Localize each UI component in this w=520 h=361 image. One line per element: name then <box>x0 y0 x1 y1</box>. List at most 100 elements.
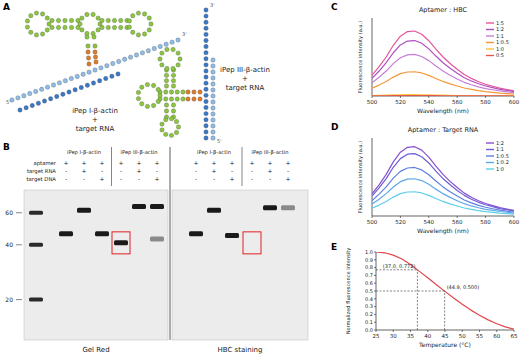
nucleotide <box>204 124 208 128</box>
nucleotide <box>211 124 215 128</box>
legend-swatch <box>486 22 494 23</box>
x-tick-label: 580 <box>480 99 491 105</box>
y-tick-label: 0.0 <box>365 327 373 333</box>
nucleotide <box>69 18 73 22</box>
x-tick <box>393 330 394 332</box>
y-tick <box>374 291 376 292</box>
sign: - <box>195 175 197 182</box>
nucleotide <box>57 81 61 85</box>
legend-swatch <box>486 48 494 49</box>
nucleotide <box>110 74 114 78</box>
nucleotide <box>204 57 208 61</box>
x-tick-label: 25 <box>373 333 380 339</box>
nucleotide <box>204 69 208 73</box>
gel-band <box>150 204 164 209</box>
construct-label: + <box>242 75 248 83</box>
line-chart: 500520540560580600Aptamer : Target RNAWa… <box>357 126 520 235</box>
nucleotide <box>131 30 135 34</box>
legend-swatch <box>486 149 494 150</box>
sign: - <box>251 175 253 182</box>
sign: - <box>101 167 103 174</box>
row-label: target RNA <box>27 168 56 175</box>
nucleotide <box>204 20 208 24</box>
x-tick <box>485 96 486 98</box>
y-tick-label: 0.3 <box>365 303 373 309</box>
nucleotide <box>204 87 208 91</box>
y-tick <box>374 267 376 268</box>
x-tick-label: 560 <box>452 219 463 225</box>
nucleotide <box>136 96 140 100</box>
plot-area <box>376 252 514 330</box>
legend-label: 1:0 <box>496 166 504 172</box>
nucleotide <box>160 63 164 67</box>
legend-label: 1:0.2 <box>496 159 509 165</box>
x-tick-label: 40 <box>424 333 431 339</box>
sign: + <box>249 159 254 166</box>
sign: - <box>156 167 158 174</box>
y-tick <box>374 259 376 260</box>
x-tick-label: 540 <box>424 99 435 105</box>
sign: - <box>231 167 233 174</box>
legend-swatch <box>486 168 494 169</box>
nucleotide <box>211 100 215 104</box>
nucleotide <box>145 104 149 108</box>
nucleotide <box>16 96 20 100</box>
plot-area <box>372 147 514 214</box>
ladder-tick <box>16 244 22 245</box>
nucleotide <box>171 78 175 82</box>
nucleotide <box>204 136 208 140</box>
x-tick-label: 540 <box>424 219 435 225</box>
x-tick <box>496 330 497 332</box>
y-tick-label: 0.1 <box>365 319 373 325</box>
x-tick-label: 520 <box>395 219 406 225</box>
nucleotide <box>111 61 115 65</box>
nucleotide <box>86 44 90 48</box>
series-line <box>372 179 514 213</box>
series-line <box>376 252 514 329</box>
nucleotide <box>211 112 215 116</box>
nucleotide <box>169 90 173 94</box>
nucleotide <box>34 33 38 37</box>
strand-end: 3' <box>182 31 187 37</box>
nucleotide <box>18 108 22 112</box>
nucleotide <box>79 85 83 89</box>
legend: 1:21:11:0.51:0.21:0 <box>486 140 509 172</box>
sign: + <box>136 167 141 174</box>
legend-label: 1:1 <box>496 33 504 39</box>
nucleotide <box>211 70 215 74</box>
nucleotide <box>96 16 100 20</box>
nucleotide <box>171 109 175 113</box>
sign: + <box>118 159 123 166</box>
ladder-band <box>29 243 43 247</box>
construct-label: target RNA <box>226 84 265 92</box>
x-axis <box>372 216 514 217</box>
sign: - <box>120 167 122 174</box>
nucleotide <box>136 11 140 15</box>
nucleotide <box>204 63 208 67</box>
x-tick <box>445 330 446 332</box>
nucleotide <box>63 25 67 29</box>
nucleotide <box>211 64 215 68</box>
y-tick <box>374 283 376 284</box>
y-tick <box>374 314 376 315</box>
y-axis-label: Fluorescence intensity (a.u.) <box>357 141 364 213</box>
panel-label: C <box>331 2 338 12</box>
line-chart: 500520540560580600Aptamer : HBCWavelengt… <box>357 6 520 115</box>
row-label: aptamer <box>33 160 56 167</box>
strand-end: 5' <box>217 138 222 144</box>
nucleotide <box>176 63 180 67</box>
x-tick <box>485 216 486 218</box>
ladder-label: 40 <box>5 241 13 248</box>
y-tick-label: 0.9 <box>365 257 373 263</box>
gel: iPep I-β-actiniPep III-β-actin+--++-+-++… <box>172 147 308 354</box>
sign: + <box>211 159 216 166</box>
chart-title: Aptamer : HBC <box>419 6 468 14</box>
nucleotide <box>169 97 173 101</box>
nucleotide <box>93 50 97 54</box>
gel: iPep I-β-actiniPep III-β-actin+--++-+-++… <box>5 147 168 354</box>
nucleotide <box>75 74 79 78</box>
nucleotide <box>116 72 120 76</box>
sign: - <box>195 167 197 174</box>
nucleotide <box>164 109 168 113</box>
legend-label: 1:0.5 <box>496 39 509 45</box>
